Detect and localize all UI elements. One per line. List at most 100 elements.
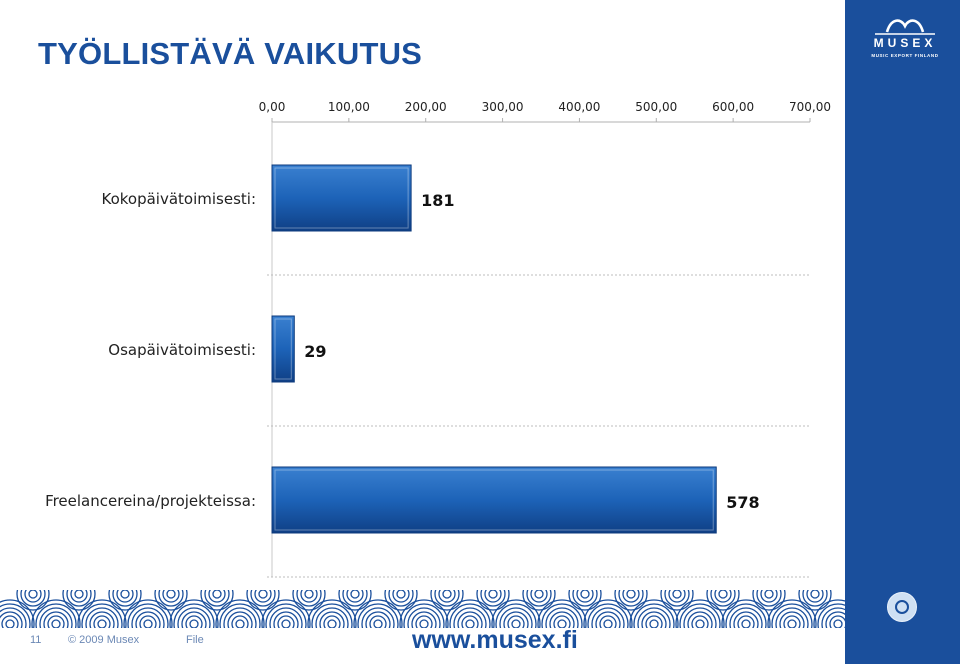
wave-arc: [798, 590, 832, 611]
wave-arc: [327, 619, 337, 628]
wave-arc: [756, 590, 782, 607]
wave-arc: [660, 590, 694, 611]
wave-arc: [204, 590, 230, 607]
wave-arc: [407, 607, 441, 628]
x-tick-label: 300,00: [482, 100, 524, 114]
wave-arc: [572, 590, 598, 607]
wave-arc: [31, 599, 81, 628]
wave-arc: [599, 615, 617, 628]
x-tick-label: 600,00: [712, 100, 754, 114]
wave-arc: [783, 615, 801, 628]
wave-arc: [108, 590, 142, 611]
wave-arc: [162, 590, 180, 603]
wave-arc: [254, 590, 272, 603]
wave-pattern-decoration: [0, 590, 845, 628]
x-tick-label: 400,00: [558, 100, 600, 114]
wave-arc: [139, 615, 157, 628]
wave-arc: [261, 599, 311, 628]
wave-arc: [365, 611, 391, 628]
wave-arc: [626, 590, 636, 599]
data-label: 578: [726, 493, 759, 512]
wave-arc: [434, 590, 460, 607]
logo-tagline: MUSIC EXPORT FINLAND: [871, 53, 939, 58]
bar-bevel: [274, 167, 409, 229]
wave-arc: [767, 599, 817, 628]
data-label: 181: [421, 191, 454, 210]
wave-arc: [411, 611, 437, 628]
wave-arc: [622, 590, 640, 603]
wave-arc: [227, 611, 253, 628]
wave-arc: [166, 590, 176, 599]
wave-arc: [154, 590, 188, 611]
musex-logo: MUSEX MUSIC EXPORT FINLAND: [865, 14, 945, 64]
wave-arc: [311, 603, 353, 628]
wave-arc: [158, 590, 184, 607]
wave-arc: [557, 619, 567, 628]
wave-arc: [235, 619, 245, 628]
wave-arc: [833, 619, 843, 628]
wave-arc: [384, 590, 418, 611]
wave-arc: [273, 611, 299, 628]
wave-arc: [127, 603, 169, 628]
wave-arc: [419, 619, 429, 628]
wave-arc: [43, 611, 69, 628]
website-url[interactable]: www.musex.fi: [412, 626, 578, 654]
wave-arc: [307, 599, 357, 628]
wave-arc: [806, 590, 824, 603]
wave-arc: [181, 611, 207, 628]
wave-arc: [465, 619, 475, 628]
wave-arc: [645, 615, 663, 628]
wave-arc: [304, 590, 314, 599]
wave-arc: [120, 590, 130, 599]
wave-arc: [200, 590, 234, 611]
wave-arc: [775, 607, 809, 628]
wave-arc: [672, 590, 682, 599]
wave-arc: [353, 599, 403, 628]
wave-arc: [123, 599, 173, 628]
wave-arc: [664, 590, 690, 607]
wave-arc: [35, 603, 77, 628]
wave-arc: [725, 603, 767, 628]
wave-arc: [1, 615, 19, 628]
bar-bevel: [274, 469, 714, 531]
wave-arc: [169, 599, 219, 628]
x-tick-label: 500,00: [635, 100, 677, 114]
wave-arc: [89, 611, 115, 628]
wave-arc: [0, 607, 27, 628]
bar-bevel: [274, 318, 292, 380]
wave-arc: [618, 590, 644, 607]
x-tick-label: 200,00: [405, 100, 447, 114]
wave-arc: [779, 611, 805, 628]
wave-arc: [760, 590, 778, 603]
wave-arc: [0, 611, 23, 628]
wave-arc: [258, 590, 268, 599]
file-label: File: [186, 634, 204, 646]
wave-arc: [399, 599, 449, 628]
wave-arc: [679, 603, 721, 628]
wave-arc: [733, 611, 759, 628]
wave-arc: [369, 615, 387, 628]
wave-arc: [522, 590, 556, 611]
wave-arc: [373, 619, 383, 628]
category-label: Kokopäivätoimisesti:: [101, 190, 256, 208]
wave-arc: [388, 590, 414, 607]
wave-arc: [810, 590, 820, 599]
wave-arc: [695, 619, 705, 628]
wave-arc: [77, 599, 127, 628]
wave-arc: [20, 590, 46, 607]
wave-arc: [764, 590, 774, 599]
bar: [271, 164, 412, 232]
wave-arc: [718, 590, 728, 599]
wave-arc: [0, 603, 31, 628]
wave-arc: [530, 590, 548, 603]
wave-arc: [177, 607, 211, 628]
wave-arc: [250, 590, 276, 607]
wave-arc: [484, 590, 502, 603]
wave-arc: [116, 590, 134, 603]
nav-button[interactable]: [887, 592, 917, 622]
wave-arc: [74, 590, 84, 599]
wave-arc: [39, 607, 73, 628]
bar: [271, 315, 295, 383]
wave-arc: [449, 603, 491, 628]
wave-arc: [350, 590, 360, 599]
